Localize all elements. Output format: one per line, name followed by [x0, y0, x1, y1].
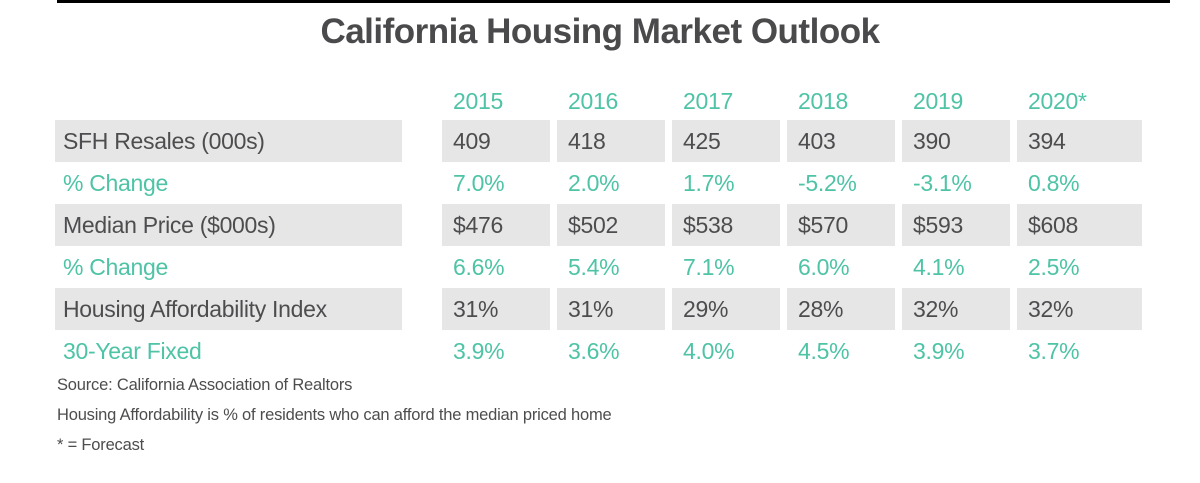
- cell-value: 2.5%: [1028, 253, 1080, 280]
- table-row-30-year-fixed: 30-Year Fixed 3.9% 3.6% 4.0% 4.5% 3.9% 3…: [55, 330, 1142, 372]
- cell-value: 3.9%: [453, 337, 505, 364]
- footnotes: Source: California Association of Realto…: [57, 376, 612, 466]
- footnote-forecast-legend: * = Forecast: [57, 436, 145, 454]
- cell-value: 29%: [672, 288, 780, 330]
- table-row-price-pct-change: % Change 6.6% 5.4% 7.1% 6.0% 4.1% 2.5%: [55, 246, 1142, 288]
- page-title: California Housing Market Outlook: [320, 12, 880, 51]
- cell-value: 409: [442, 120, 550, 162]
- row-label: Median Price ($000s): [55, 204, 402, 246]
- year-header-2015: 2015: [453, 87, 503, 114]
- cell-value: 4.1%: [913, 253, 965, 280]
- cell-value: 7.0%: [453, 169, 505, 196]
- cell-value: 32%: [1017, 288, 1142, 330]
- cell-value: 394: [1017, 120, 1142, 162]
- cell-value: 5.4%: [568, 253, 620, 280]
- housing-outlook-table: 2015 2016 2017 2018 2019 2020* SFH Resal…: [55, 82, 1142, 372]
- cell-value: 403: [787, 120, 895, 162]
- cell-value: $570: [787, 204, 895, 246]
- footnote-source: Source: California Association of Realto…: [57, 376, 353, 394]
- cell-value: $502: [557, 204, 665, 246]
- cell-value: -5.2%: [798, 169, 857, 196]
- cell-value: 390: [902, 120, 1010, 162]
- cell-value: 7.1%: [683, 253, 735, 280]
- cell-value: 28%: [787, 288, 895, 330]
- cell-value: 32%: [902, 288, 1010, 330]
- row-label: % Change: [63, 253, 169, 280]
- table-header-row: 2015 2016 2017 2018 2019 2020*: [55, 82, 1142, 120]
- table-row-affordability-index: Housing Affordability Index 31% 31% 29% …: [55, 288, 1142, 330]
- cell-value: 31%: [557, 288, 665, 330]
- table-row-sfh-resales: SFH Resales (000s) 409 418 425 403 390 3…: [55, 120, 1142, 162]
- year-header-2018: 2018: [798, 87, 848, 114]
- cell-value: 3.7%: [1028, 337, 1080, 364]
- cell-value: 418: [557, 120, 665, 162]
- cell-value: $476: [442, 204, 550, 246]
- row-label: Housing Affordability Index: [55, 288, 402, 330]
- year-header-2016: 2016: [568, 87, 618, 114]
- row-label: 30-Year Fixed: [63, 337, 202, 364]
- footnote-affordability-definition: Housing Affordability is % of residents …: [57, 406, 612, 424]
- cell-value: 4.0%: [683, 337, 735, 364]
- row-label: % Change: [63, 169, 169, 196]
- cell-value: 6.0%: [798, 253, 850, 280]
- cell-value: $608: [1017, 204, 1142, 246]
- cell-value: $593: [902, 204, 1010, 246]
- cell-value: $538: [672, 204, 780, 246]
- cell-value: 6.6%: [453, 253, 505, 280]
- top-border-bar: [57, 0, 1170, 3]
- year-header-2017: 2017: [683, 87, 733, 114]
- cell-value: 425: [672, 120, 780, 162]
- table-row-median-price: Median Price ($000s) $476 $502 $538 $570…: [55, 204, 1142, 246]
- cell-value: 1.7%: [683, 169, 735, 196]
- cell-value: 0.8%: [1028, 169, 1080, 196]
- header-label-spacer: [55, 82, 402, 120]
- year-header-2020-forecast: 2020*: [1028, 87, 1087, 114]
- table-row-resales-pct-change: % Change 7.0% 2.0% 1.7% -5.2% -3.1% 0.8%: [55, 162, 1142, 204]
- cell-value: -3.1%: [913, 169, 972, 196]
- cell-value: 2.0%: [568, 169, 620, 196]
- cell-value: 31%: [442, 288, 550, 330]
- cell-value: 3.6%: [568, 337, 620, 364]
- cell-value: 4.5%: [798, 337, 850, 364]
- year-header-2019: 2019: [913, 87, 963, 114]
- row-label: SFH Resales (000s): [55, 120, 402, 162]
- cell-value: 3.9%: [913, 337, 965, 364]
